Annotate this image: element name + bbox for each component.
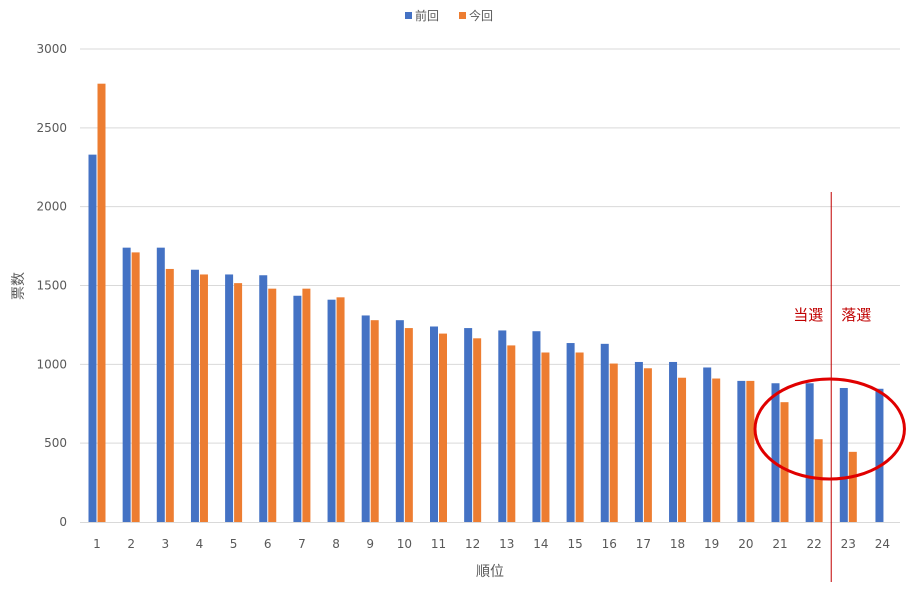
x-tick-label: 5 (230, 537, 238, 551)
x-tick-label: 1 (93, 537, 101, 551)
bar-previous-10 (395, 320, 404, 522)
x-tick-label: 17 (636, 537, 651, 551)
bar-previous-16 (600, 343, 609, 522)
bar-previous-9 (361, 315, 370, 522)
y-tick-labels: 0 500 1000 1500 2000 2500 3000 (36, 42, 67, 529)
bar-previous-18 (669, 361, 678, 522)
bar-current-16 (609, 363, 618, 522)
bar-previous-4 (190, 269, 199, 522)
y-tick-label: 500 (44, 436, 67, 450)
x-tick-label: 16 (602, 537, 617, 551)
bar-current-22 (814, 439, 823, 522)
bar-previous-2 (122, 247, 131, 522)
x-tick-label: 15 (567, 537, 582, 551)
x-tick-label: 21 (772, 537, 787, 551)
bar-previous-11 (430, 326, 438, 522)
y-tick-label: 0 (59, 515, 67, 529)
bar-current-7 (302, 288, 311, 522)
bar-previous-23 (839, 387, 848, 522)
x-tick-label: 19 (704, 537, 719, 551)
legend-swatch-current (459, 12, 466, 19)
bar-previous-14 (532, 331, 541, 522)
bar-previous-6 (259, 275, 268, 522)
y-tick-label: 2500 (36, 121, 67, 135)
x-tick-label: 4 (196, 537, 204, 551)
bar-current-1 (97, 83, 106, 522)
x-tick-label: 23 (841, 537, 856, 551)
bar-current-8 (336, 297, 345, 522)
bar-current-2 (131, 252, 140, 522)
bar-current-21 (780, 402, 789, 522)
x-tick-label: 11 (431, 537, 446, 551)
bar-previous-5 (225, 274, 234, 522)
bar-current-18 (678, 377, 687, 522)
bar-current-12 (473, 338, 482, 522)
bars (88, 83, 884, 523)
x-tick-labels: 1 2 3 4 5 6 7 8 9 10 11 12 13 14 15 16 17 18 19 20 21 22 23 24 (93, 537, 890, 551)
y-tick-label: 2000 (36, 200, 67, 214)
x-tick-label: 9 (366, 537, 374, 551)
y-tick-label: 1500 (36, 279, 67, 293)
bar-current-19 (712, 378, 721, 522)
x-tick-label: 24 (875, 537, 890, 551)
bar-previous-19 (703, 367, 712, 522)
bar-current-20 (746, 380, 755, 522)
highlight-circle (753, 377, 906, 481)
y-tick-label: 3000 (36, 42, 67, 56)
legend-swatch-previous (405, 12, 412, 19)
bar-current-10 (404, 328, 413, 522)
x-tick-label: 7 (298, 537, 306, 551)
bar-previous-3 (156, 247, 165, 522)
x-axis-title: 順位 (476, 564, 504, 580)
x-tick-label: 8 (332, 537, 340, 551)
x-tick-label: 13 (499, 537, 514, 551)
bar-previous-1 (88, 154, 97, 523)
gridlines (80, 48, 900, 444)
legend-label-current: 今回 (469, 8, 493, 23)
bar-current-4 (199, 274, 208, 522)
bar-previous-8 (327, 299, 336, 522)
bar-previous-24 (875, 388, 884, 522)
x-tick-label: 20 (738, 537, 753, 551)
x-tick-label: 22 (807, 537, 822, 551)
y-axis-title: 票数 (11, 272, 27, 300)
bar-previous-12 (464, 328, 473, 522)
elected-label: 当選 (793, 306, 823, 324)
bar-current-17 (643, 368, 652, 522)
x-tick-label: 18 (670, 537, 685, 551)
bar-previous-20 (737, 380, 746, 522)
bar-current-5 (234, 283, 243, 522)
bar-current-13 (507, 345, 516, 522)
bar-current-23 (848, 451, 857, 522)
legend: 前回 今回 (405, 8, 493, 23)
bar-current-11 (439, 333, 447, 522)
x-tick-label: 3 (161, 537, 169, 551)
legend-label-previous: 前回 (415, 8, 439, 23)
x-tick-label: 12 (465, 537, 480, 551)
bar-previous-13 (498, 330, 507, 522)
bar-previous-21 (771, 383, 780, 522)
x-tick-label: 2 (127, 537, 135, 551)
bar-previous-15 (566, 343, 575, 522)
bar-current-14 (541, 352, 550, 522)
defeated-label: 落選 (841, 306, 871, 324)
bar-previous-22 (805, 383, 814, 522)
bar-current-15 (575, 352, 584, 522)
y-tick-label: 1000 (36, 357, 67, 371)
bar-current-9 (370, 320, 379, 522)
x-tick-label: 14 (533, 537, 548, 551)
x-tick-label: 10 (397, 537, 412, 551)
bar-previous-7 (293, 295, 302, 522)
bar-current-6 (268, 288, 277, 522)
bar-previous-17 (634, 361, 643, 522)
x-tick-label: 6 (264, 537, 272, 551)
bar-current-3 (165, 268, 174, 522)
